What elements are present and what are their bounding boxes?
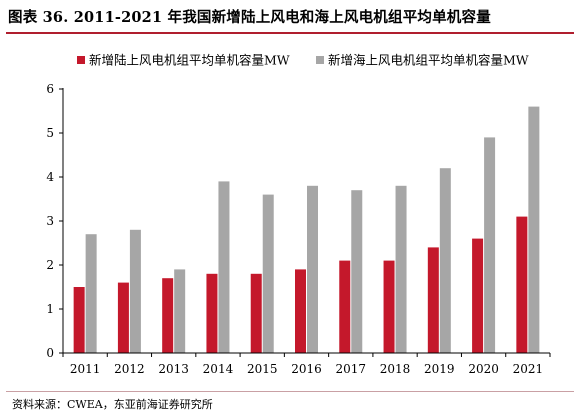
title-divider xyxy=(6,32,574,34)
bar-onshore-2014 xyxy=(206,273,218,353)
bar-offshore-2017 xyxy=(351,190,363,353)
bar-offshore-2011 xyxy=(85,234,97,353)
bar-onshore-2017 xyxy=(339,260,351,353)
x-tick-label: 2021 xyxy=(513,362,544,376)
source-note: 资料来源：CWEA，东亚前海证券研究所 xyxy=(12,398,213,411)
bar-chart: 新增陆上风电机组平均单机容量MW 新增海上风电机组平均单机容量MW 0 1 2 3 4 5… xyxy=(46,53,551,376)
x-tick-label: 2013 xyxy=(158,362,189,376)
y-axis-ticks: 0 1 2 3 4 5 6 xyxy=(46,82,63,360)
bar-offshore-2018 xyxy=(395,185,407,353)
legend-swatch-offshore xyxy=(316,56,324,64)
x-tick-label: 2011 xyxy=(70,362,101,376)
x-tick-label: 2012 xyxy=(114,362,145,376)
bar-offshore-2019 xyxy=(439,168,451,353)
x-tick-label: 2018 xyxy=(380,362,411,376)
bar-offshore-2020 xyxy=(484,137,496,353)
x-tick-label: 2017 xyxy=(335,362,366,376)
y-tick-label: 3 xyxy=(46,214,54,228)
bar-onshore-2020 xyxy=(472,238,484,353)
legend-label-onshore: 新增陆上风电机组平均单机容量MW xyxy=(89,53,290,68)
bar-onshore-2012 xyxy=(117,282,129,353)
bar-offshore-2016 xyxy=(307,185,318,353)
bar-onshore-2015 xyxy=(250,273,262,353)
bars xyxy=(73,106,540,353)
x-tick-label: 2019 xyxy=(424,362,455,376)
x-tick-label: 2015 xyxy=(247,362,278,376)
bar-onshore-2016 xyxy=(295,269,306,353)
y-tick-label: 1 xyxy=(46,302,54,316)
bar-offshore-2014 xyxy=(218,181,230,353)
chart-title: 图表 36. 2011-2021 年我国新增陆上风电和海上风电机组平均单机容量 xyxy=(8,9,491,26)
legend-swatch-onshore xyxy=(77,56,85,64)
bar-offshore-2021 xyxy=(528,106,540,353)
y-tick-label: 2 xyxy=(46,258,54,272)
bar-onshore-2019 xyxy=(427,247,439,353)
bar-onshore-2018 xyxy=(383,260,395,353)
y-tick-label: 5 xyxy=(46,126,54,140)
y-tick-label: 4 xyxy=(46,170,54,184)
x-tick-label: 2020 xyxy=(468,362,499,376)
bar-onshore-2013 xyxy=(162,278,174,353)
bar-offshore-2013 xyxy=(174,269,186,353)
bar-offshore-2012 xyxy=(129,229,141,353)
x-tick-label: 2014 xyxy=(203,362,234,376)
y-tick-label: 6 xyxy=(46,82,54,96)
bar-onshore-2011 xyxy=(73,287,85,353)
y-tick-label: 0 xyxy=(46,346,54,360)
x-tick-label: 2016 xyxy=(291,362,322,376)
legend-label-offshore: 新增海上风电机组平均单机容量MW xyxy=(328,53,529,68)
bar-offshore-2015 xyxy=(262,194,274,353)
bar-onshore-2021 xyxy=(516,216,528,353)
x-axis-ticks: 2011 2012 2013 2014 2015 2016 2017 2018 2019 2020… xyxy=(62,353,551,376)
footer-divider xyxy=(6,391,574,392)
legend: 新增陆上风电机组平均单机容量MW 新增海上风电机组平均单机容量MW xyxy=(77,53,529,68)
